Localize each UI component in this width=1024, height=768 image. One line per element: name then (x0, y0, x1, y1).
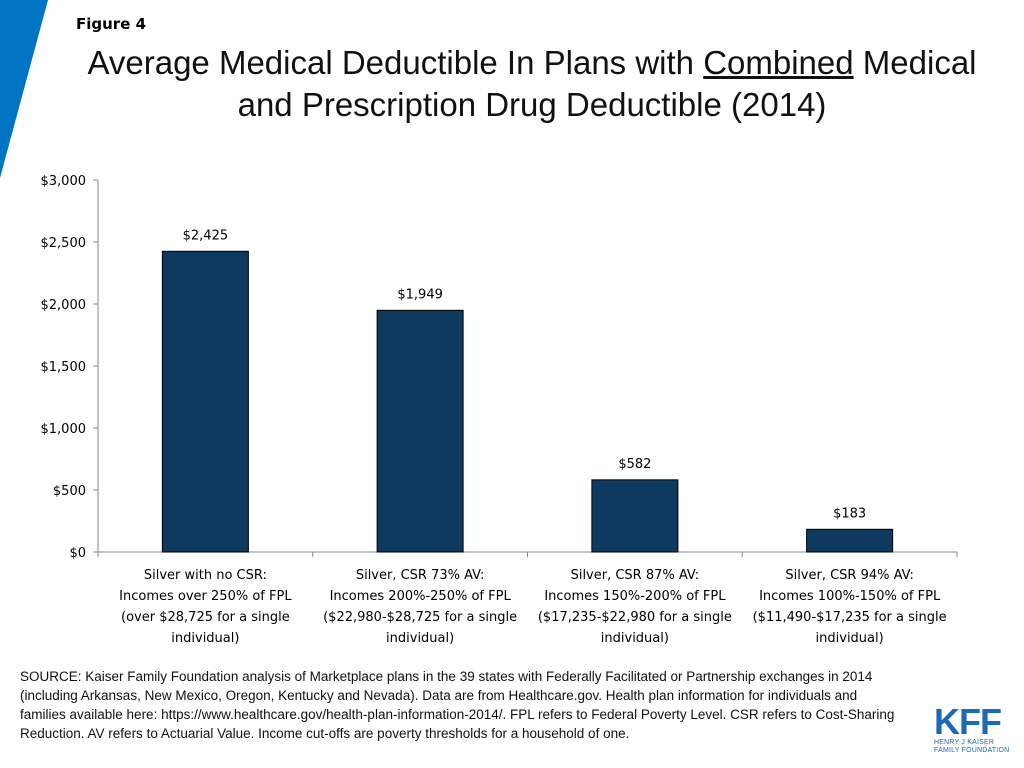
logo-subtitle-line-1: HENRY J KAISER (934, 739, 995, 746)
y-tick-label: $500 (53, 484, 86, 499)
y-tick-label: $2,000 (41, 298, 87, 313)
figure-label: Figure 4 (76, 15, 147, 33)
x-category-label: Incomes 200%-250% of FPL (330, 589, 512, 604)
kff-logo-subtitle: HENRY J KAISER FAMILY FOUNDATION (934, 739, 1010, 755)
y-tick-label: $2,500 (41, 236, 87, 251)
source-note: SOURCE: Kaiser Family Foundation analysi… (20, 669, 895, 741)
bar (161, 250, 249, 553)
title-underlined-word: Combined (703, 44, 854, 81)
bar-data-label: $1,949 (397, 287, 443, 302)
y-tick-label: $3,000 (41, 174, 87, 189)
x-category-label: Silver, CSR 73% AV: (356, 568, 485, 583)
kff-logo-mark: KFF (934, 701, 1002, 742)
corner-stripe-decoration (0, 0, 48, 178)
x-category-label: individual) (816, 631, 884, 646)
x-category-label: individual) (386, 631, 454, 646)
x-category-label: Incomes 150%-200% of FPL (544, 589, 726, 604)
x-category-label: ($11,490-$17,235 for a single (753, 610, 947, 625)
title-line-2: and Prescription Drug Deductible (2014) (237, 86, 827, 123)
kff-logo: KFF HENRY J KAISER FAMILY FOUNDATION (934, 701, 1010, 755)
x-category-label: (over $28,725 for a single (121, 610, 290, 625)
x-category-label: Silver, CSR 87% AV: (571, 568, 700, 583)
y-tick-label: $1,000 (41, 422, 87, 437)
title-text-end: Medical (853, 44, 977, 81)
bar (376, 309, 464, 553)
title-text-start: Average Medical Deductible In Plans with (87, 44, 704, 81)
x-category-label: individual) (171, 631, 239, 646)
x-category-label: individual) (601, 631, 669, 646)
x-category-label: Incomes 100%-150% of FPL (759, 589, 941, 604)
bar (591, 479, 679, 553)
x-category-label: ($22,980-$28,725 for a single (323, 610, 517, 625)
bar (806, 528, 894, 553)
bar-data-label: $582 (618, 457, 651, 472)
logo-subtitle-line-2: FAMILY FOUNDATION (934, 747, 1010, 754)
x-category-label: Incomes over 250% of FPL (119, 589, 292, 604)
bar-chart: $0 $500 $1,000 $1,500 $2,000 $2,500 $3,000 $2,4… (41, 174, 958, 646)
x-category-label: Silver, CSR 94% AV: (785, 568, 914, 583)
x-category-label: ($17,235-$22,980 for a single (538, 610, 732, 625)
x-category-label: Silver with no CSR: (144, 568, 267, 583)
page-title: Average Medical Deductible In Plans with… (60, 42, 1004, 126)
bar-data-label: $2,425 (183, 228, 229, 243)
y-tick-label: $1,500 (41, 360, 87, 375)
y-tick-label: $0 (69, 546, 86, 561)
bar-data-label: $183 (833, 506, 866, 521)
